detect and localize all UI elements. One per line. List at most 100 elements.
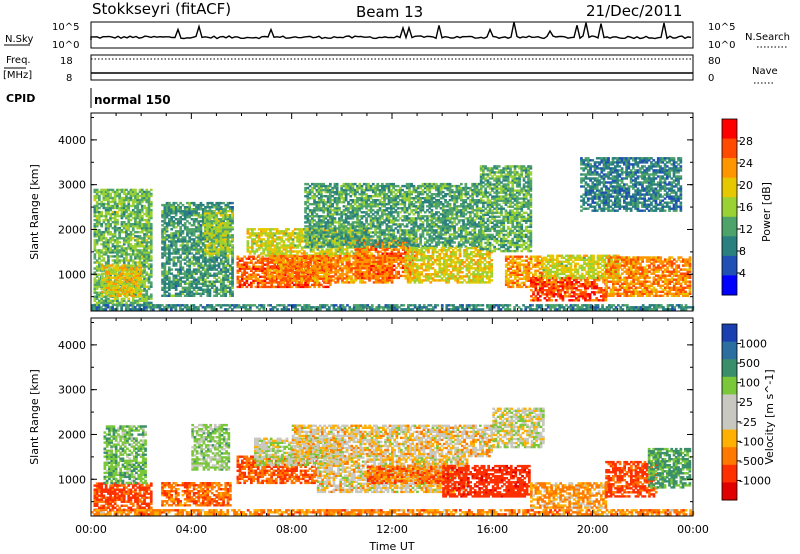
power-cell [183, 258, 187, 261]
power-cell [95, 194, 99, 198]
power-cell [149, 239, 153, 242]
power-cell [131, 225, 135, 228]
power-cell [134, 280, 138, 283]
power-cell [206, 236, 209, 239]
power-cell [116, 297, 119, 300]
power-cell [104, 188, 108, 192]
power-cell [136, 231, 140, 234]
power-cell [131, 227, 135, 230]
power-cell [181, 203, 185, 207]
power-cell [204, 206, 207, 209]
power-cell [174, 242, 178, 245]
power-cell [119, 266, 122, 269]
power-cell [138, 218, 142, 222]
power-cell [168, 218, 171, 221]
power-cell [161, 224, 164, 227]
power-cell [101, 280, 104, 283]
power-cell [179, 290, 182, 293]
power-cell [172, 222, 176, 225]
power-cell [335, 205, 339, 208]
power-cell [170, 236, 173, 239]
power-cell [113, 218, 117, 222]
power-cell [122, 202, 126, 206]
power-cell [138, 188, 142, 192]
power-cell [93, 227, 97, 230]
power-cell [147, 247, 151, 250]
power-cell [98, 291, 101, 294]
power-cell [93, 261, 97, 264]
power-cell [134, 289, 137, 292]
power-cell [399, 274, 403, 278]
power-cell [215, 268, 219, 271]
power-cell [179, 212, 182, 215]
power-cell [121, 290, 125, 293]
freq-unit: [MHz] [3, 70, 32, 81]
power-cell [95, 295, 99, 298]
power-cell [379, 260, 382, 263]
power-cell [324, 235, 328, 238]
power-cell [147, 198, 151, 202]
power-cell [134, 276, 138, 279]
power-cell [181, 250, 185, 253]
power-cell [125, 280, 129, 283]
power-cell [111, 263, 115, 266]
power-cell [140, 194, 144, 198]
power-cell [149, 273, 153, 276]
power-cell [110, 286, 113, 289]
power-cell [183, 222, 187, 225]
power-cell [168, 260, 171, 263]
power-cell [98, 198, 101, 202]
power-cell [107, 284, 111, 287]
power-cell [98, 253, 101, 256]
power-cell [98, 210, 101, 214]
power-cell [147, 225, 151, 228]
power-cell [98, 255, 101, 258]
power-cell [293, 232, 297, 235]
nsearch-tick-top: 10^5 [708, 22, 735, 33]
power-cell [113, 225, 117, 228]
power-cell [255, 244, 259, 247]
power-cell [104, 208, 108, 212]
power-cell [107, 282, 111, 285]
power-cell [125, 233, 128, 236]
power-cell [111, 239, 115, 242]
power-cell [107, 192, 110, 196]
power-cell [147, 255, 151, 258]
power-cell [179, 276, 182, 279]
power-cell [163, 208, 167, 211]
power-cell [134, 247, 137, 250]
power-cell [111, 200, 115, 204]
power-cell [116, 301, 119, 304]
power-cell [161, 256, 164, 259]
power-cell [181, 286, 185, 289]
power-cell [136, 196, 140, 200]
power-cell [172, 282, 176, 285]
power-cell [282, 230, 286, 233]
power-cell [143, 233, 146, 236]
power-cell [183, 238, 187, 241]
power-cell [138, 259, 142, 262]
power-cell [125, 206, 128, 210]
power-cell [93, 289, 97, 292]
power-cell [98, 295, 101, 298]
power-cell [95, 192, 99, 196]
power-cell [93, 239, 97, 242]
power-cell [329, 205, 332, 208]
nave-tick-top: 80 [708, 56, 721, 67]
power-cell [93, 277, 97, 280]
power-cell [120, 245, 124, 248]
power-cell [367, 254, 371, 257]
power-cell [179, 272, 182, 275]
power-cell [134, 214, 137, 218]
power-cell [122, 188, 126, 192]
power-cell [363, 281, 367, 284]
power-cell [98, 229, 101, 232]
power-cell [93, 247, 97, 250]
power-cell [183, 280, 187, 283]
power-cell [338, 265, 342, 268]
power-cell [367, 248, 371, 251]
power-cell [107, 280, 111, 283]
power-cell [110, 284, 113, 287]
power-cell [143, 297, 146, 300]
power-cell [143, 249, 146, 252]
